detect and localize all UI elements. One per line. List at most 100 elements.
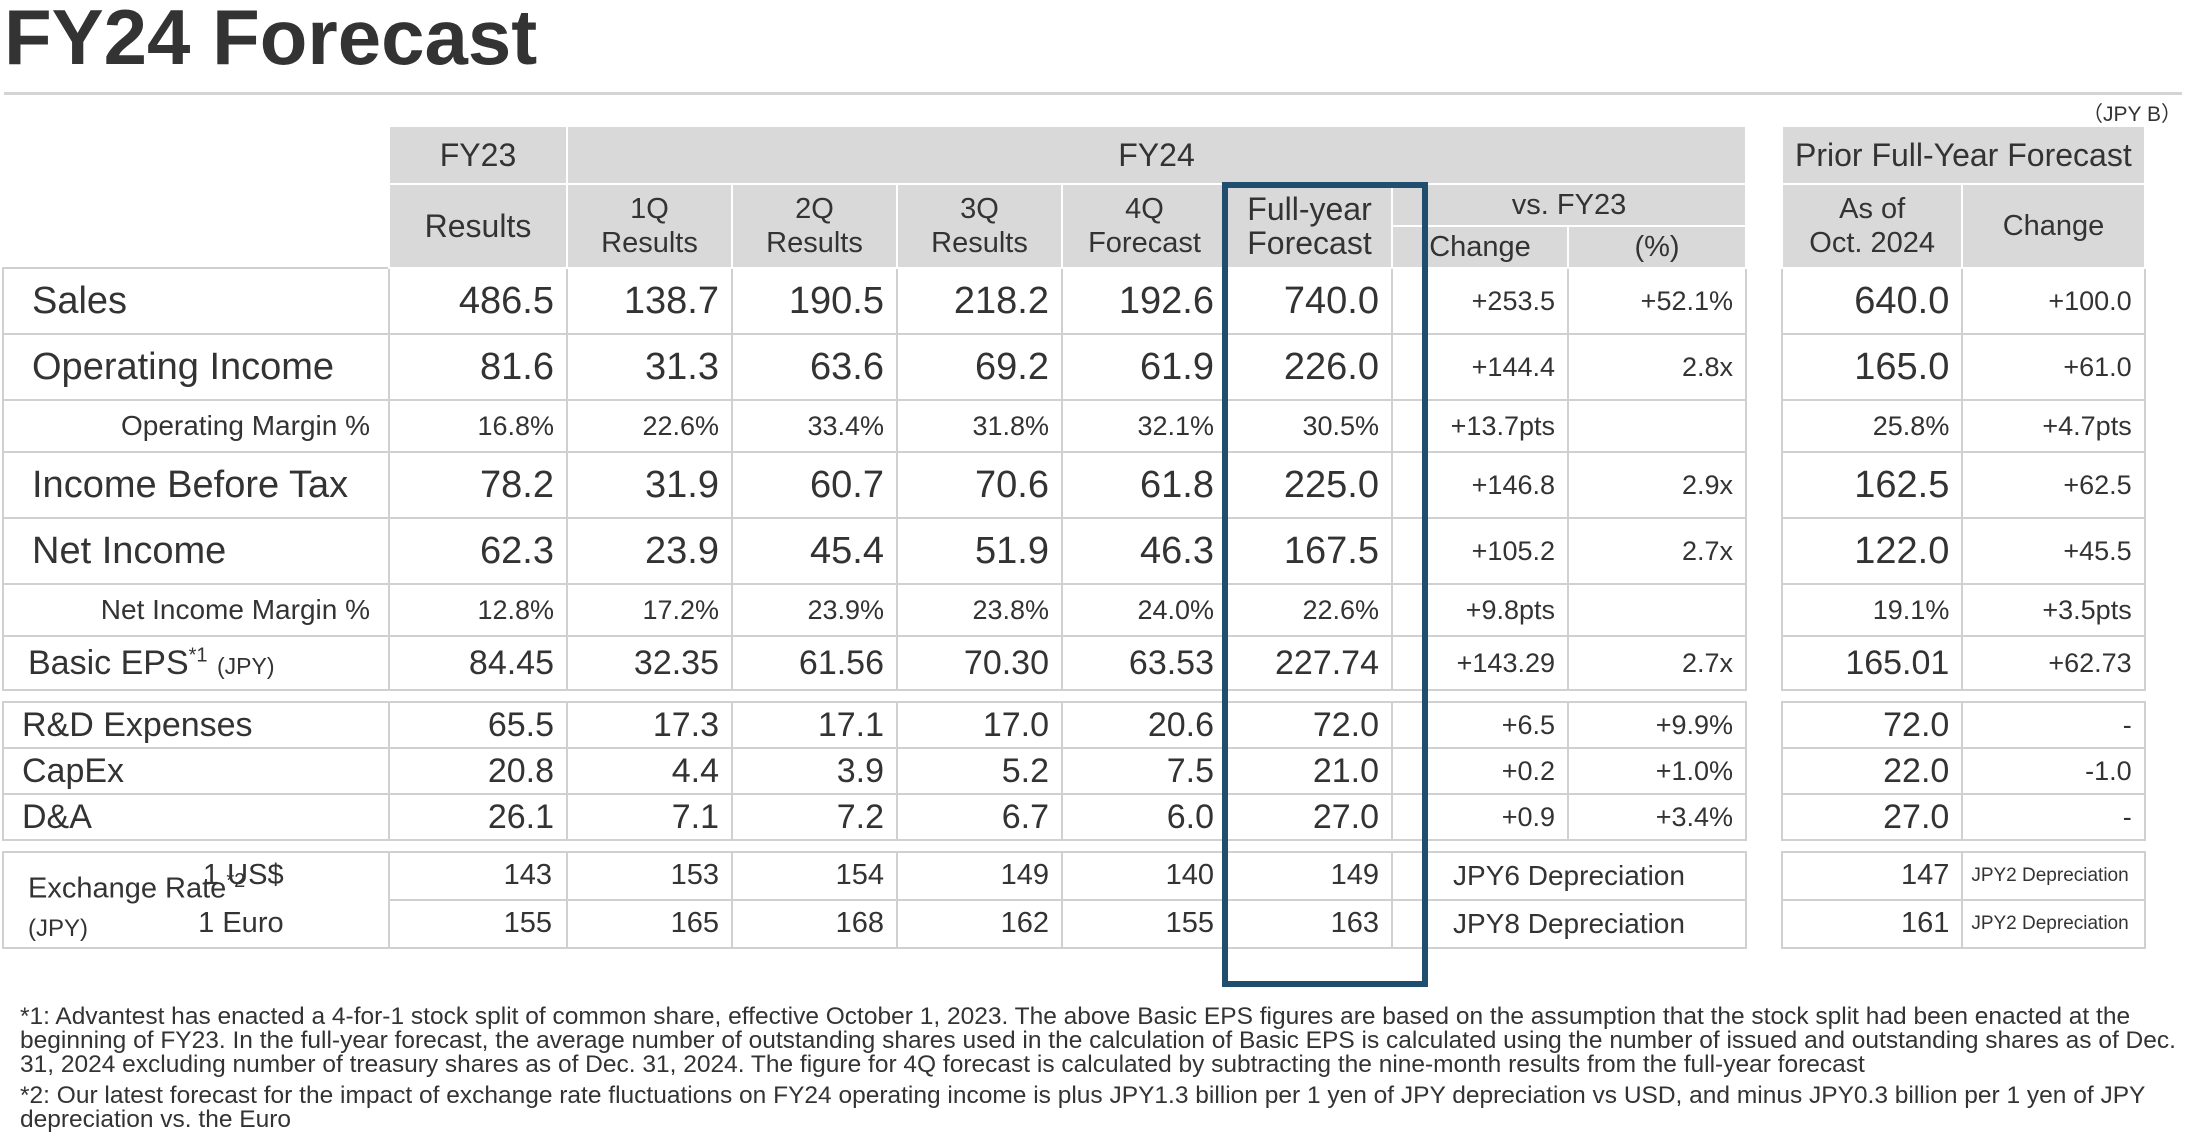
- table-cell: 23.8%: [896, 583, 1063, 637]
- table-cell: 192.6: [1061, 267, 1228, 335]
- table-cell: 218.2: [896, 267, 1063, 335]
- table-cell: 27.0: [1780, 793, 1964, 841]
- row-label-text: Exchange Rate: [28, 872, 227, 905]
- currency-label: 1 US$ 143: [203, 851, 568, 901]
- table-cell: 17.0: [896, 701, 1063, 749]
- table-row: Operating Margin % 16.8% 22.6% 33.4% 31.8% 32…: [2, 399, 2146, 453]
- table-cell: 22.6%: [566, 399, 733, 453]
- table-cell: 163: [1226, 898, 1393, 949]
- header-fy23-results: Results: [388, 183, 568, 269]
- header-1q-results: 1Q Results: [566, 183, 733, 269]
- table-row: Operating Income 81.6 31.3 63.6 69.2 61.9 226.…: [2, 333, 2146, 401]
- table-cell: 6.7: [896, 793, 1063, 841]
- table-cell: 162: [896, 898, 1063, 949]
- row-label: CapEx: [2, 747, 390, 795]
- table-cell: +6.5: [1391, 701, 1569, 749]
- table-cell: +146.8: [1391, 451, 1569, 519]
- table-cell: +0.2: [1391, 747, 1569, 795]
- table-cell: 226.0: [1226, 333, 1393, 401]
- table-cell: 51.9: [896, 517, 1063, 585]
- table-cell: 165: [566, 898, 733, 949]
- currency-name: 1 Euro: [198, 907, 284, 940]
- table-cell: +13.7pts: [1391, 399, 1569, 453]
- header-pct: (%): [1567, 225, 1747, 269]
- table-cell: 17.3: [566, 701, 733, 749]
- table-cell: 740.0: [1226, 267, 1393, 335]
- table-cell: 61.56: [731, 635, 898, 691]
- title-divider: [4, 92, 2182, 95]
- table-cell: 122.0: [1780, 517, 1964, 585]
- table-cell: 78.2: [388, 451, 568, 519]
- currency-label: 1 Euro 155: [198, 898, 568, 949]
- table-cell: 21.0: [1226, 747, 1393, 795]
- header-prior-forecast: Prior Full-Year Forecast: [1781, 125, 2146, 185]
- column-gap: [1746, 334, 1782, 400]
- table-cell: 20.6: [1061, 701, 1228, 749]
- column-gap: [1746, 852, 1782, 900]
- column-gap: [1746, 702, 1782, 748]
- table-cell: 147: [1780, 851, 1964, 901]
- table-cell: 149: [896, 851, 1063, 901]
- table-row: 1 Euro 155 165 168 162 155 163 JPY8 Depreciatio…: [3, 898, 2146, 949]
- table-cell: 2.7x: [1567, 635, 1747, 691]
- header-vs-fy23: vs. FY23: [1391, 183, 1747, 227]
- currency-name: 1 US$: [203, 859, 284, 892]
- table-cell: 22.0: [1780, 747, 1964, 795]
- row-label: Operating Margin %: [2, 399, 390, 453]
- table-cell: +100.0: [1961, 267, 2146, 335]
- table-cell: 154: [731, 851, 898, 901]
- table-cell: -: [1961, 701, 2146, 749]
- table-cell: 70.30: [896, 635, 1063, 691]
- table-cell: +0.9: [1391, 793, 1569, 841]
- table-cell: 7.2: [731, 793, 898, 841]
- table-cell: +9.9%: [1567, 701, 1747, 749]
- table-cell: 30.5%: [1226, 399, 1393, 453]
- table-cell: 31.8%: [896, 399, 1063, 453]
- column-gap: [1746, 636, 1782, 690]
- table-row: Basic EPS*1 (JPY) 84.45 32.35 61.56 70.30 63.…: [2, 635, 2146, 691]
- table-cell: -1.0: [1961, 747, 2146, 795]
- column-gap: [1746, 268, 1782, 334]
- table-cell: 46.3: [1061, 517, 1228, 585]
- table-cell: 140: [1061, 851, 1228, 901]
- table-cell: +3.5pts: [1961, 583, 2146, 637]
- column-gap: [1746, 748, 1782, 794]
- table-cell: 2.9x: [1567, 451, 1747, 519]
- table-cell: 168: [731, 898, 898, 949]
- table-cell: +61.0: [1961, 333, 2146, 401]
- table-row: Net Income 62.3 23.9 45.4 51.9 46.3 167.5 +105.…: [2, 517, 2146, 585]
- row-label-text: Basic EPS: [28, 643, 189, 682]
- header-prior-change: Change: [1961, 183, 2146, 269]
- table-cell: 3.9: [731, 747, 898, 795]
- header-fy23: FY23: [388, 125, 568, 185]
- table-cell: 61.9: [1061, 333, 1228, 401]
- row-label: Income Before Tax: [2, 451, 390, 519]
- table-cell: +143.29: [1391, 635, 1569, 691]
- depreciation-note: JPY2 Depreciation: [1961, 898, 2146, 949]
- table-cell: +4.7pts: [1961, 399, 2146, 453]
- table-cell: 65.5: [388, 701, 568, 749]
- table-cell: 17.2%: [566, 583, 733, 637]
- column-gap: [1746, 400, 1782, 452]
- table-cell: 138.7: [566, 267, 733, 335]
- row-label: Basic EPS*1 (JPY): [2, 635, 390, 691]
- exchange-rate-label: Exchange Rate*2 (JPY): [2, 851, 390, 949]
- table-cell: [1567, 399, 1747, 453]
- footnote-ref: *2: [226, 870, 246, 892]
- table-cell: 22.6%: [1226, 583, 1393, 637]
- header-full-year-forecast: Full-year Forecast: [1226, 183, 1393, 269]
- table-cell: 24.0%: [1061, 583, 1228, 637]
- row-label: R&D Expenses: [2, 701, 390, 749]
- table-cell: 23.9: [566, 517, 733, 585]
- table-cell: 27.0: [1226, 793, 1393, 841]
- table-cell: 32.35: [566, 635, 733, 691]
- row-label: Operating Income: [2, 333, 390, 401]
- table-cell: 5.2: [896, 747, 1063, 795]
- table-cell: 69.2: [896, 333, 1063, 401]
- unit-label: （JPY B）: [2082, 103, 2182, 126]
- table-cell: 26.1: [388, 793, 568, 841]
- table-cell: 72.0: [1226, 701, 1393, 749]
- table-cell: 486.5: [388, 267, 568, 335]
- unit-label: (JPY): [216, 652, 275, 679]
- table-cell: 149: [1226, 851, 1393, 901]
